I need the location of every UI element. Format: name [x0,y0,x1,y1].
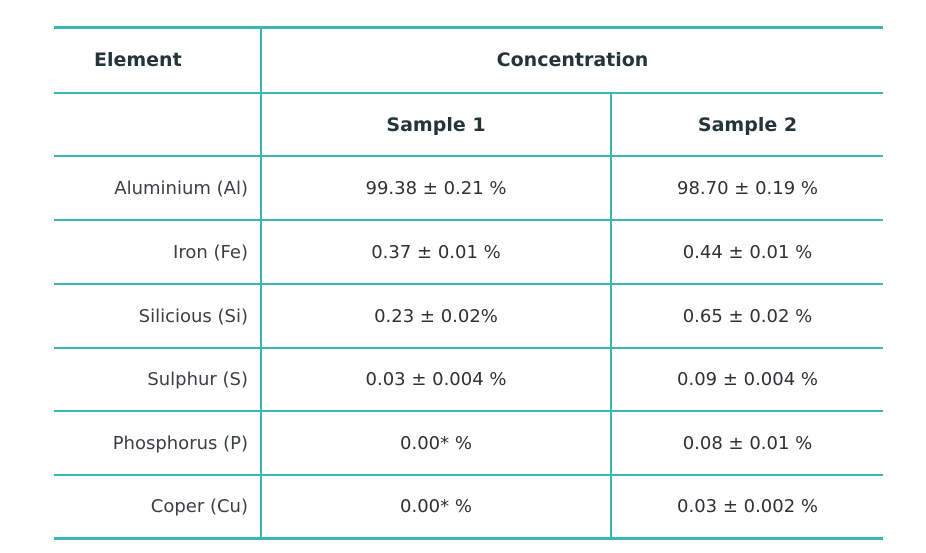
sample-2-cell: 0.09 ± 0.004 % [677,369,818,390]
header-sample-1: Sample 1 [386,113,486,136]
sample-1-cell: 99.38 ± 0.21 % [365,177,507,199]
table-rule [54,347,883,349]
sample-1-cell: 0.37 ± 0.01 % [371,241,501,263]
table-rule [54,410,883,412]
table-bottom-rule [54,537,883,540]
sample-2-cell: 0.65 ± 0.02 % [682,305,813,327]
table-column-divider [260,26,262,539]
table-rule [54,283,883,285]
sample-1-cell: 0.00* % [400,496,472,517]
table-rule [54,92,883,94]
header-sample-2: Sample 2 [697,113,798,136]
sample-2-cell: 0.44 ± 0.01 % [682,241,813,263]
header-element: Element [94,49,182,71]
header-concentration: Concentration [496,49,649,71]
table-rule [54,155,883,157]
element-cell: Silicious (Si) [138,305,248,327]
element-cell: Aluminium (Al) [114,177,248,199]
element-cell: Coper (Cu) [150,496,248,517]
sample-2-cell: 0.03 ± 0.002 % [677,496,818,517]
table-column-divider [610,93,612,539]
concentration-table: Element Concentration Sample 1 Sample 2 … [54,26,883,540]
table-rule [54,474,883,476]
element-cell: Sulphur (S) [147,369,248,390]
sample-1-cell: 0.03 ± 0.004 % [365,369,507,390]
element-cell: Iron (Fe) [173,241,248,263]
table-top-rule [54,26,883,29]
sample-1-cell: 0.23 ± 0.02% [374,305,498,327]
table-rule [54,219,883,221]
sample-2-cell: 0.08 ± 0.01 % [682,432,813,454]
sample-2-cell: 98.70 ± 0.19 % [677,177,818,199]
sample-1-cell: 0.00* % [400,432,472,454]
element-cell: Phosphorus (P) [112,432,248,454]
